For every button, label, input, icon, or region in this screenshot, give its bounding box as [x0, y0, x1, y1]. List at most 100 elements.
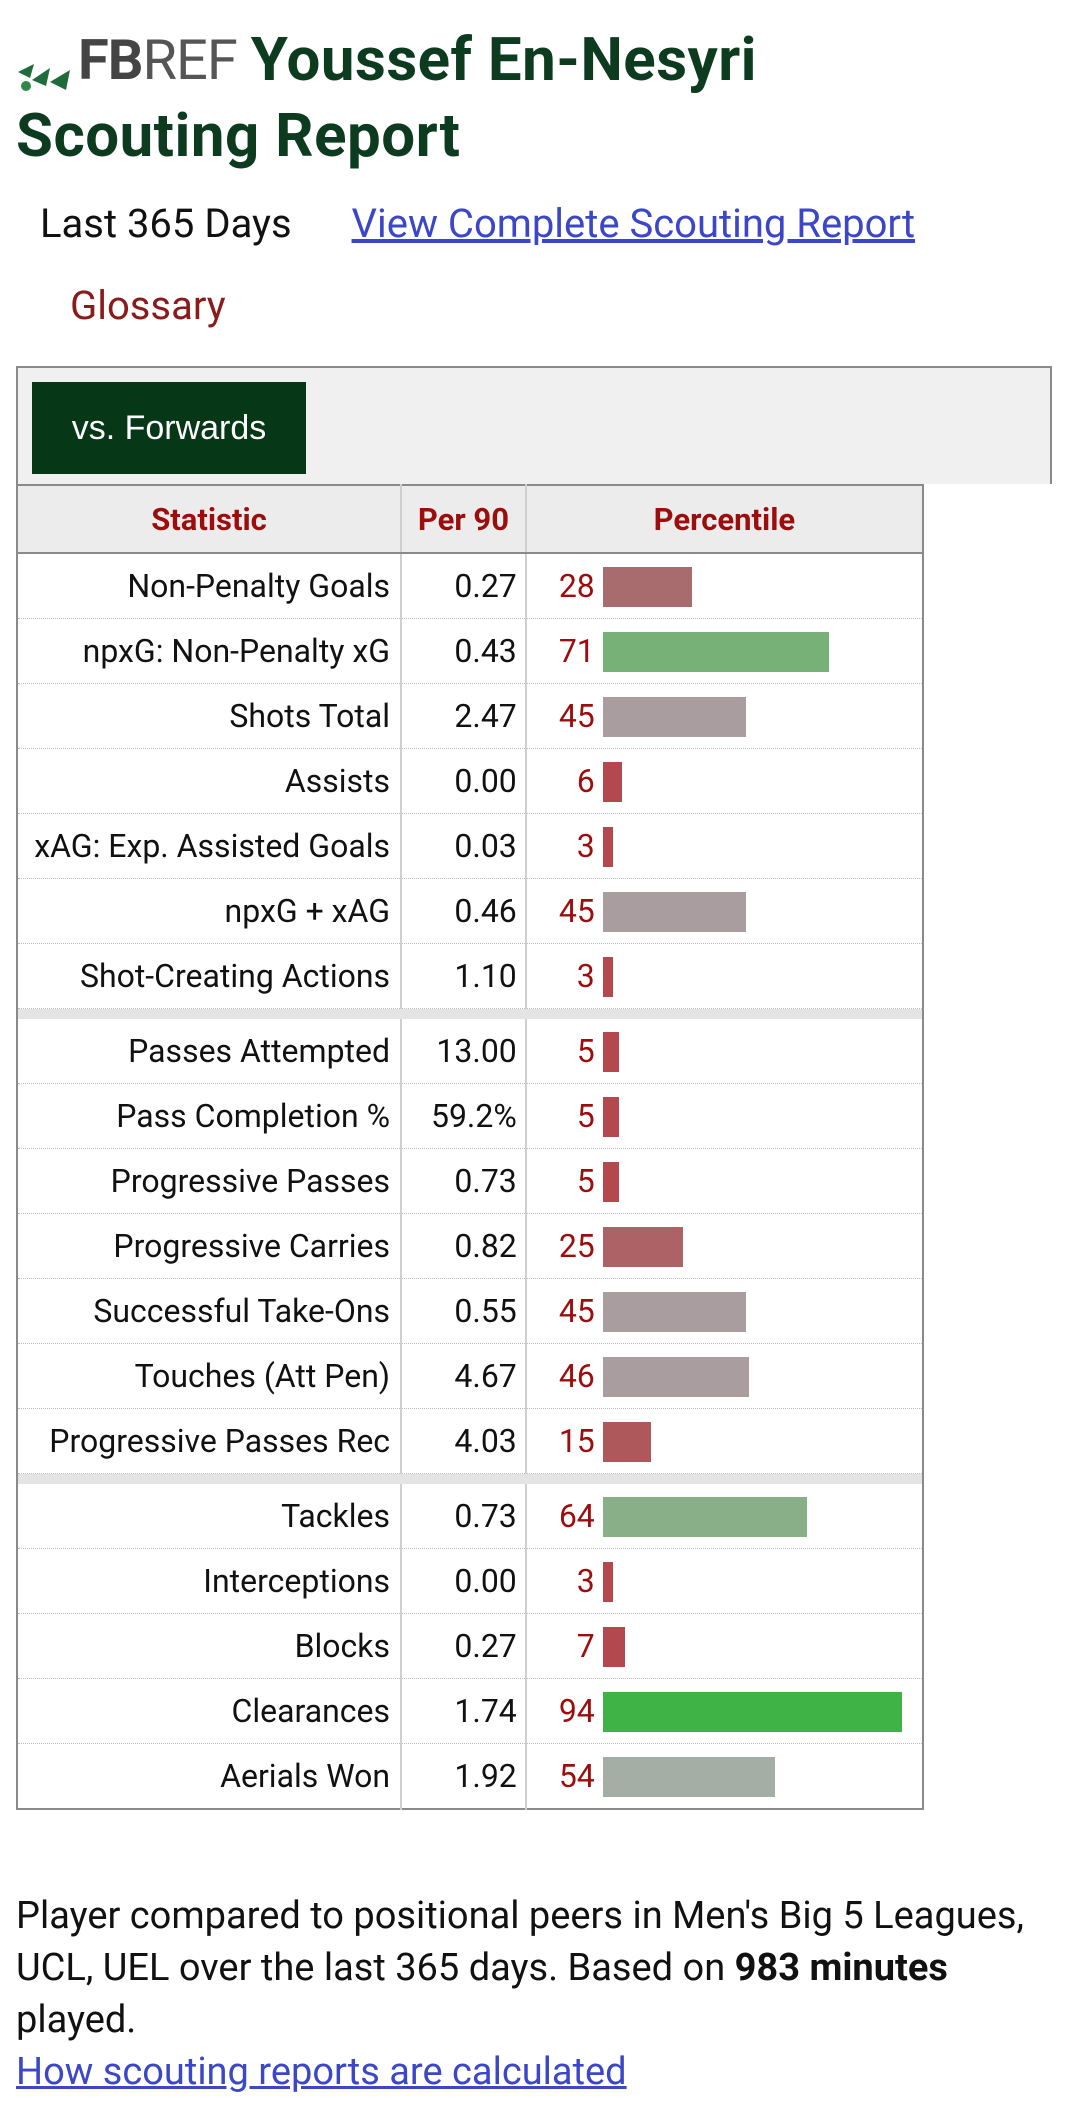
- table-row: Progressive Passes 0.73 5: [17, 1148, 923, 1214]
- page-title: FBREF Youssef En-Nesyri Scouting Report: [16, 22, 1056, 174]
- percentile-bar: [602, 1032, 619, 1072]
- percentile-cell: 3: [525, 813, 923, 879]
- group-separator: [17, 1473, 923, 1484]
- percentile-value: 45: [558, 892, 595, 930]
- header-statistic: Statistic: [17, 485, 402, 554]
- stat-name: npxG: Non-Penalty xG: [17, 618, 402, 684]
- methodology-link[interactable]: How scouting reports are calculated: [16, 2050, 627, 2094]
- complete-report-link[interactable]: View Complete Scouting Report: [351, 200, 916, 247]
- percentile-bar: [602, 827, 613, 867]
- percentile-bar: [602, 632, 829, 672]
- stat-name: Passes Attempted: [17, 1019, 402, 1084]
- footer-text-end: played.: [16, 1998, 137, 2042]
- player-name: Youssef En-Nesyri: [250, 24, 758, 95]
- table-row: Tackles 0.73 64: [17, 1484, 923, 1549]
- table-row: Progressive Carries 0.82 25: [17, 1213, 923, 1279]
- percentile-value: 25: [558, 1227, 595, 1265]
- footer-text: Player compared to positional peers in M…: [16, 1894, 1024, 1990]
- percentile-value: 5: [576, 1162, 595, 1200]
- percentile-value: 94: [558, 1692, 595, 1730]
- stat-name: Non-Penalty Goals: [17, 553, 402, 619]
- percentile-cell: 94: [525, 1678, 923, 1744]
- percentile-bar: [602, 567, 692, 607]
- stat-name: Aerials Won: [17, 1743, 402, 1810]
- percentile-bar: [602, 1292, 746, 1332]
- percentile-bar: [602, 1562, 613, 1602]
- per90-value: 0.43: [400, 618, 527, 684]
- table-row: xAG: Exp. Assisted Goals 0.03 3: [17, 813, 923, 879]
- per90-value: 13.00: [400, 1019, 527, 1084]
- per90-value: 4.03: [400, 1408, 527, 1474]
- percentile-value: 3: [576, 827, 595, 865]
- report-title: Scouting Report: [16, 100, 461, 171]
- table-row: npxG: Non-Penalty xG 0.43 71: [17, 618, 923, 684]
- table-body: Non-Penalty Goals 0.27 28 npxG: Non-Penalty…: [17, 553, 923, 1810]
- table-row: Non-Penalty Goals 0.27 28: [17, 553, 923, 619]
- percentile-cell: 5: [525, 1083, 923, 1149]
- percentile-bar: [602, 697, 746, 737]
- percentile-value: 45: [558, 1292, 595, 1330]
- percentile-bar: [602, 1422, 651, 1462]
- percentile-cell: 64: [525, 1484, 923, 1549]
- per90-value: 0.55: [400, 1278, 527, 1344]
- per90-value: 0.46: [400, 878, 527, 944]
- table-row: Aerials Won 1.92 54: [17, 1743, 923, 1810]
- percentile-bar: [602, 762, 622, 802]
- percentile-bar: [602, 1497, 807, 1537]
- percentile-bar: [602, 957, 613, 997]
- report-subnav: Last 365 Days View Complete Scouting Rep…: [40, 200, 915, 247]
- separator-cell: [17, 1473, 923, 1484]
- vs-forwards-button[interactable]: vs. Forwards: [32, 382, 306, 474]
- per90-value: 0.00: [400, 748, 527, 814]
- percentile-bar: [602, 892, 746, 932]
- header-percentile: Percentile: [525, 485, 923, 554]
- percentile-cell: 45: [525, 1278, 923, 1344]
- stat-name: Tackles: [17, 1484, 402, 1549]
- percentile-cell: 46: [525, 1343, 923, 1409]
- percentile-value: 5: [576, 1032, 595, 1070]
- table-row: Passes Attempted 13.00 5: [17, 1019, 923, 1084]
- stat-name: Interceptions: [17, 1548, 402, 1614]
- per90-value: 0.00: [400, 1548, 527, 1614]
- header-per90: Per 90: [400, 485, 527, 554]
- percentile-cell: 7: [525, 1613, 923, 1679]
- per90-value: 2.47: [400, 683, 527, 749]
- stat-name: Shots Total: [17, 683, 402, 749]
- percentile-cell: 28: [525, 553, 923, 619]
- table-row: Interceptions 0.00 3: [17, 1548, 923, 1614]
- stat-name: Progressive Passes Rec: [17, 1408, 402, 1474]
- percentile-cell: 25: [525, 1213, 923, 1279]
- minutes-played: 983 minutes: [734, 1946, 948, 1990]
- percentile-cell: 5: [525, 1019, 923, 1084]
- stat-name: Successful Take-Ons: [17, 1278, 402, 1344]
- percentile-bar: [602, 1757, 775, 1797]
- stat-name: Assists: [17, 748, 402, 814]
- stat-name: Blocks: [17, 1613, 402, 1679]
- percentile-cell: 3: [525, 1548, 923, 1614]
- percentile-cell: 71: [525, 618, 923, 684]
- percentile-value: 28: [558, 567, 595, 605]
- stat-name: Clearances: [17, 1678, 402, 1744]
- percentile-cell: 15: [525, 1408, 923, 1474]
- percentile-cell: 54: [525, 1743, 923, 1810]
- stat-name: Touches (Att Pen): [17, 1343, 402, 1409]
- percentile-bar: [602, 1357, 749, 1397]
- per90-value: 1.92: [400, 1743, 527, 1810]
- table-row: Shots Total 2.47 45: [17, 683, 923, 749]
- table-row: npxG + xAG 0.46 45: [17, 878, 923, 944]
- separator-cell: [17, 1008, 923, 1019]
- fbref-logo-icon: [16, 40, 76, 91]
- table-row: Blocks 0.27 7: [17, 1613, 923, 1679]
- fbref-logo[interactable]: FBREF: [16, 22, 238, 98]
- percentile-value: 45: [558, 697, 595, 735]
- per90-value: 0.82: [400, 1213, 527, 1279]
- stat-name: Progressive Carries: [17, 1213, 402, 1279]
- per90-value: 4.67: [400, 1343, 527, 1409]
- percentile-value: 3: [576, 1562, 595, 1600]
- percentile-cell: 6: [525, 748, 923, 814]
- percentile-bar: [602, 1162, 619, 1202]
- percentile-value: 7: [576, 1627, 595, 1665]
- page-header: FBREF Youssef En-Nesyri Scouting Report: [16, 22, 1056, 174]
- stat-name: npxG + xAG: [17, 878, 402, 944]
- glossary-link[interactable]: Glossary: [70, 282, 226, 329]
